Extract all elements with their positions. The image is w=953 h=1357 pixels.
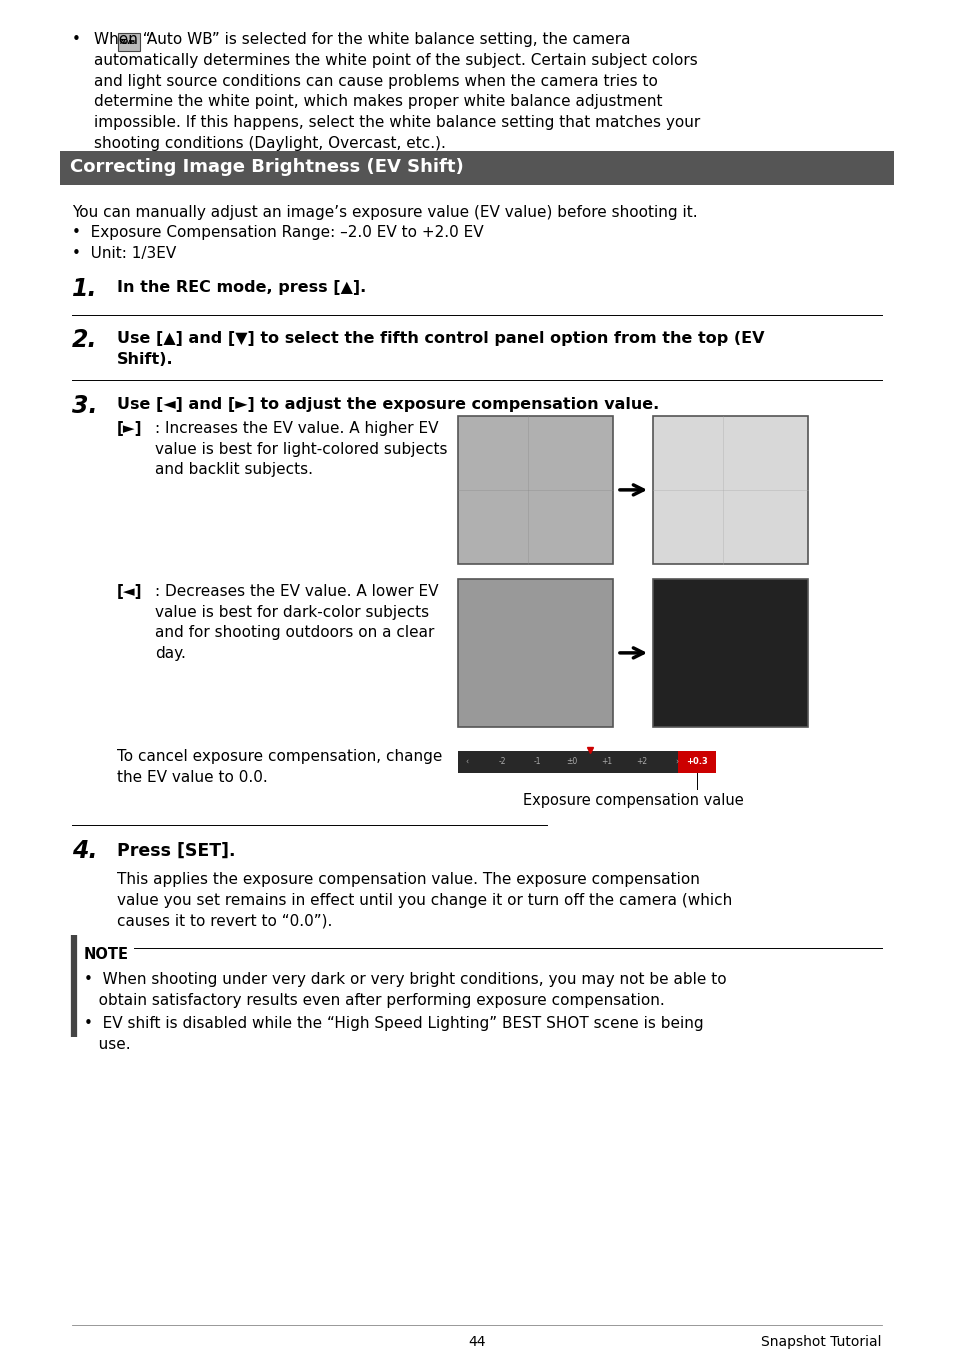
Text: When “: When “ — [94, 33, 151, 47]
Text: determine the white point, which makes proper white balance adjustment: determine the white point, which makes p… — [94, 95, 661, 110]
Text: +0.3: +0.3 — [685, 757, 707, 767]
Text: day.: day. — [154, 646, 186, 661]
Text: value is best for light-colored subjects: value is best for light-colored subjects — [154, 441, 447, 457]
Bar — [457, 750, 716, 773]
Text: shooting conditions (Daylight, Overcast, etc.).: shooting conditions (Daylight, Overcast,… — [94, 136, 445, 151]
Bar — [457, 415, 613, 565]
Text: Exposure compensation value: Exposure compensation value — [522, 792, 743, 807]
Text: Use [◄] and [►] to adjust the exposure compensation value.: Use [◄] and [►] to adjust the exposure c… — [117, 396, 659, 411]
Text: -1: -1 — [533, 757, 540, 767]
Text: value is best for dark-color subjects: value is best for dark-color subjects — [154, 605, 429, 620]
Text: •  EV shift is disabled while the “High Speed Lighting” BEST SHOT scene is being: • EV shift is disabled while the “High S… — [84, 1016, 703, 1031]
FancyBboxPatch shape — [117, 34, 139, 52]
Bar — [652, 415, 807, 565]
Text: and light source conditions can cause problems when the camera tries to: and light source conditions can cause pr… — [94, 73, 658, 88]
Text: 1.: 1. — [71, 277, 97, 301]
Text: : Increases the EV value. A higher EV: : Increases the EV value. A higher EV — [154, 421, 438, 436]
Text: Auto WB” is selected for the white balance setting, the camera: Auto WB” is selected for the white balan… — [142, 33, 630, 47]
Text: and for shooting outdoors on a clear: and for shooting outdoors on a clear — [154, 626, 434, 641]
Text: : Decreases the EV value. A lower EV: : Decreases the EV value. A lower EV — [154, 584, 438, 598]
Text: •  Exposure Compensation Range: –2.0 EV to +2.0 EV: • Exposure Compensation Range: –2.0 EV t… — [71, 225, 483, 240]
Bar — [678, 750, 716, 773]
Text: ‹: ‹ — [465, 757, 468, 767]
Text: [►]: [►] — [117, 421, 142, 436]
Text: 2.: 2. — [71, 328, 97, 353]
Text: +1: +1 — [600, 757, 612, 767]
Text: •: • — [71, 33, 81, 47]
Text: •  Unit: 1/3EV: • Unit: 1/3EV — [71, 246, 176, 261]
Text: use.: use. — [84, 1037, 131, 1052]
Text: ›: › — [675, 757, 678, 767]
Text: Snapshot Tutorial: Snapshot Tutorial — [760, 1335, 882, 1349]
Text: Correcting Image Brightness (EV Shift): Correcting Image Brightness (EV Shift) — [70, 157, 463, 175]
Text: 44: 44 — [468, 1335, 485, 1349]
Text: Use [▲] and [▼] to select the fifth control panel option from the top (EV: Use [▲] and [▼] to select the fifth cont… — [117, 331, 763, 346]
Text: •  When shooting under very dark or very bright conditions, you may not be able : • When shooting under very dark or very … — [84, 972, 726, 987]
Text: value you set remains in effect until you change it or turn off the camera (whic: value you set remains in effect until yo… — [117, 893, 732, 908]
Bar — [60, 151, 893, 185]
Text: causes it to revert to “0.0”).: causes it to revert to “0.0”). — [117, 913, 332, 930]
Bar — [457, 579, 613, 727]
Text: Press [SET].: Press [SET]. — [117, 841, 235, 860]
Text: +2: +2 — [636, 757, 647, 767]
Text: [◄]: [◄] — [117, 584, 142, 598]
Text: impossible. If this happens, select the white balance setting that matches your: impossible. If this happens, select the … — [94, 115, 700, 130]
Text: ±0: ±0 — [566, 757, 577, 767]
Text: AWB: AWB — [120, 39, 136, 45]
Text: the EV value to 0.0.: the EV value to 0.0. — [117, 769, 268, 784]
Text: In the REC mode, press [▲].: In the REC mode, press [▲]. — [117, 281, 366, 296]
Text: automatically determines the white point of the subject. Certain subject colors: automatically determines the white point… — [94, 53, 697, 68]
Text: NOTE: NOTE — [84, 947, 129, 962]
Bar — [652, 579, 807, 727]
Text: 3.: 3. — [71, 394, 97, 418]
Text: 4.: 4. — [71, 839, 97, 863]
Text: You can manually adjust an image’s exposure value (EV value) before shooting it.: You can manually adjust an image’s expos… — [71, 205, 697, 220]
Text: obtain satisfactory results even after performing exposure compensation.: obtain satisfactory results even after p… — [84, 993, 664, 1008]
Text: This applies the exposure compensation value. The exposure compensation: This applies the exposure compensation v… — [117, 873, 700, 887]
Text: Shift).: Shift). — [117, 351, 173, 368]
Text: To cancel exposure compensation, change: To cancel exposure compensation, change — [117, 749, 442, 764]
Text: and backlit subjects.: and backlit subjects. — [154, 463, 313, 478]
Text: -2: -2 — [497, 757, 505, 767]
